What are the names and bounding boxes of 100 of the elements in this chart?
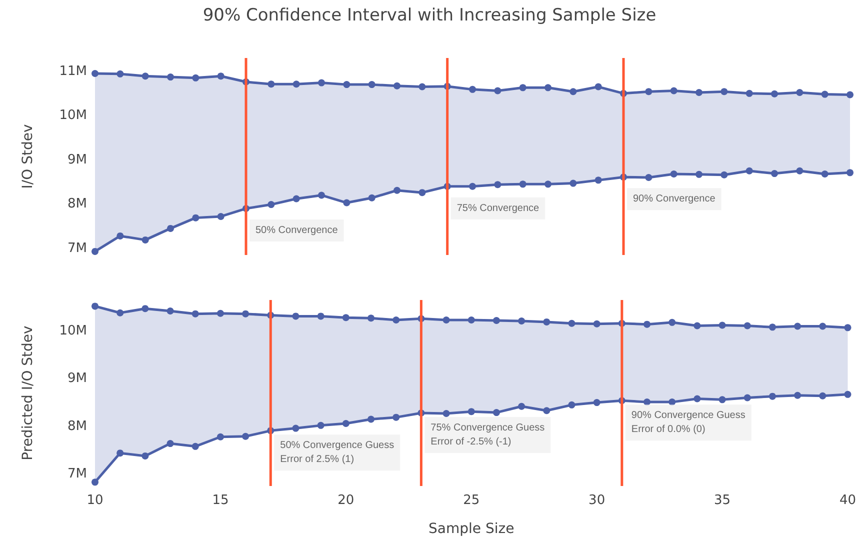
x-axis-title: Sample Size [428,521,514,537]
point [268,201,275,208]
point [543,318,550,326]
annotation: 90% Convergence Guess Error of 0.0% (0) [631,410,746,436]
point [593,320,600,328]
point [645,88,652,96]
point [292,312,300,320]
point [568,401,576,408]
point [570,180,577,187]
x-tick-label: 40 [839,493,856,508]
point [92,248,98,255]
annotation: 90% Convergence [633,194,716,205]
point [821,170,828,178]
point [142,72,149,80]
point [796,167,804,174]
y-tick-label: 11M [59,64,87,79]
point [142,236,149,244]
point [468,316,475,324]
point [368,194,376,202]
y-tick-label: 9M [68,371,87,386]
y-axis-title: I/O Stdev [20,124,36,189]
point [469,86,476,93]
point [746,167,753,174]
point [92,302,98,310]
point [192,310,199,318]
y-tick-label: 7M [68,240,87,256]
point [746,90,753,97]
point [342,314,350,322]
point [394,186,400,194]
point [166,440,174,448]
point [442,410,450,418]
point [519,84,526,92]
point [468,408,475,416]
point [771,90,778,98]
point [718,322,726,329]
point [768,392,776,400]
point [593,399,600,406]
point [242,310,250,318]
point [342,420,350,428]
point [242,432,250,440]
point [469,182,476,190]
point [744,394,751,402]
point [418,189,426,196]
point [543,407,550,414]
point [568,320,576,327]
point [819,392,826,400]
point [694,322,701,330]
annotation: 75% Convergence Guess Error of -2.5% (-1) [430,422,545,448]
point [92,478,98,486]
point [116,450,124,457]
point [192,442,199,450]
point [720,171,728,178]
point [92,70,98,77]
point [442,316,450,324]
point [216,433,224,440]
point [343,81,350,88]
annotation: 50% Convergence [256,225,338,236]
point [116,70,124,78]
x-tick-label: 30 [588,493,606,508]
point [744,322,751,330]
point [794,392,802,399]
point [696,170,702,178]
point [217,72,224,80]
point [846,91,854,98]
point [518,402,526,410]
point [317,312,324,320]
x-tick-label: 35 [714,493,731,508]
point [268,80,275,88]
point [718,396,726,404]
point [821,90,828,98]
point [142,452,149,460]
point [292,195,300,202]
point [544,84,552,92]
point [368,416,374,423]
point [544,180,552,188]
point [318,79,325,86]
point [570,88,577,96]
point [116,309,124,316]
point [819,322,826,330]
annotation: 75% Convergence [456,202,540,214]
point [392,414,400,421]
point [844,324,852,332]
point [492,409,500,416]
point [796,89,804,96]
point [394,82,400,90]
point [668,398,676,406]
point [216,310,224,317]
point [644,398,650,406]
chart-title: 90% Confidence Interval with Increasing Sample Size [202,6,656,26]
point [668,318,676,326]
point [768,324,776,331]
point [292,424,300,432]
y-tick-label: 9M [68,152,87,168]
y-tick-label: 10M [59,108,87,124]
x-tick-label: 10 [86,493,104,508]
point [670,170,678,178]
point [318,192,325,199]
y-tick-label: 7M [68,466,87,482]
point [670,87,678,94]
annotation: 50% Convergence Guess Error of 2.5% (1) [280,440,394,466]
